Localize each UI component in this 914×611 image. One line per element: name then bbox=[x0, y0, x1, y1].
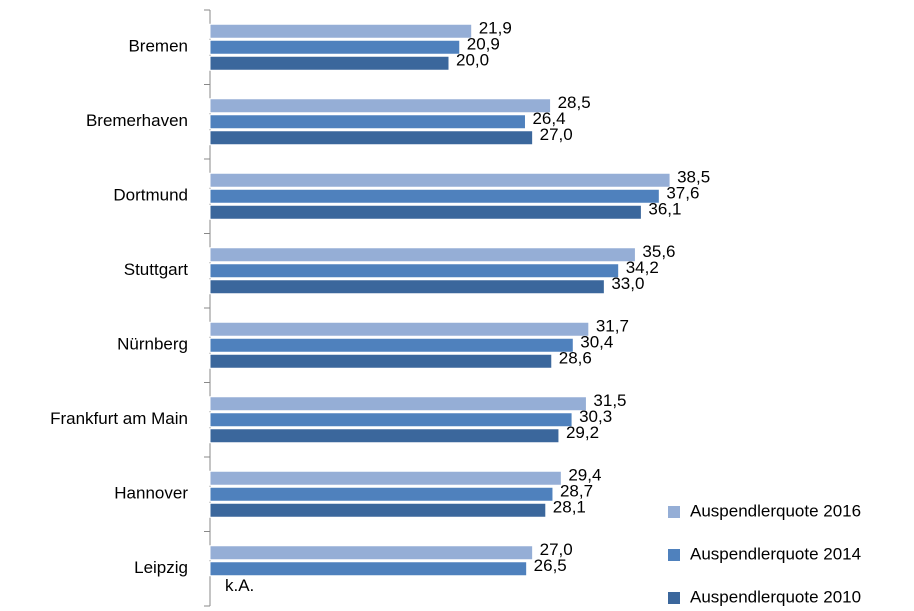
bar bbox=[209, 337, 574, 353]
value-label: 21,9 bbox=[479, 19, 512, 38]
bar bbox=[209, 247, 636, 263]
bar bbox=[209, 114, 526, 130]
bar bbox=[209, 428, 560, 444]
value-label: 29,2 bbox=[566, 423, 599, 442]
bar bbox=[209, 279, 605, 295]
category-label: Hannover bbox=[114, 484, 188, 503]
value-label: 26,4 bbox=[532, 109, 565, 128]
bar bbox=[209, 502, 547, 518]
value-label: 20,9 bbox=[467, 35, 500, 54]
value-label: k.A. bbox=[225, 576, 254, 595]
value-label: 28,5 bbox=[558, 93, 591, 112]
legend-swatch bbox=[668, 549, 680, 561]
bar bbox=[209, 561, 528, 577]
value-label: 31,7 bbox=[596, 317, 629, 336]
value-label: 38,5 bbox=[677, 168, 710, 187]
bar bbox=[209, 39, 461, 55]
value-label: 33,0 bbox=[611, 274, 644, 293]
value-label: 31,5 bbox=[593, 391, 626, 410]
bar bbox=[209, 470, 562, 486]
bar bbox=[209, 545, 534, 561]
bar bbox=[209, 98, 552, 114]
legend-label: Auspendlerquote 2014 bbox=[690, 544, 861, 563]
bar bbox=[209, 204, 642, 220]
bar bbox=[209, 172, 671, 188]
value-label: 28,1 bbox=[553, 498, 586, 517]
value-label: 36,1 bbox=[648, 200, 681, 219]
value-label: 27,0 bbox=[540, 540, 573, 559]
value-label: 30,3 bbox=[579, 407, 612, 426]
value-label: 29,4 bbox=[568, 466, 601, 485]
value-label: 37,6 bbox=[666, 184, 699, 203]
legend-swatch bbox=[668, 592, 680, 604]
bar bbox=[209, 396, 587, 412]
value-label: 28,7 bbox=[560, 482, 593, 501]
legend-label: Auspendlerquote 2016 bbox=[690, 501, 861, 520]
category-label: Frankfurt am Main bbox=[50, 409, 188, 428]
bar bbox=[209, 263, 620, 279]
value-label: 30,4 bbox=[580, 333, 613, 352]
bar bbox=[209, 321, 590, 337]
value-label: 27,0 bbox=[540, 125, 573, 144]
value-label: 28,6 bbox=[559, 349, 592, 368]
category-label: Leipzig bbox=[134, 558, 188, 577]
bar bbox=[209, 412, 573, 428]
bar bbox=[209, 486, 554, 502]
bar bbox=[209, 353, 553, 369]
value-label: 35,6 bbox=[642, 242, 675, 261]
bar bbox=[209, 188, 660, 204]
category-label: Nürnberg bbox=[117, 335, 188, 354]
value-label: 20,0 bbox=[456, 51, 489, 70]
bar bbox=[209, 23, 473, 39]
value-label: 26,5 bbox=[534, 556, 567, 575]
category-label: Stuttgart bbox=[124, 260, 189, 279]
value-label: 34,2 bbox=[626, 258, 659, 277]
category-label: Dortmund bbox=[113, 186, 188, 205]
bar bbox=[209, 130, 534, 146]
bar bbox=[209, 55, 450, 71]
category-label: Bremen bbox=[128, 37, 188, 56]
legend-label: Auspendlerquote 2010 bbox=[690, 587, 861, 606]
legend-swatch bbox=[668, 506, 680, 518]
category-label: Bremerhaven bbox=[86, 111, 188, 130]
